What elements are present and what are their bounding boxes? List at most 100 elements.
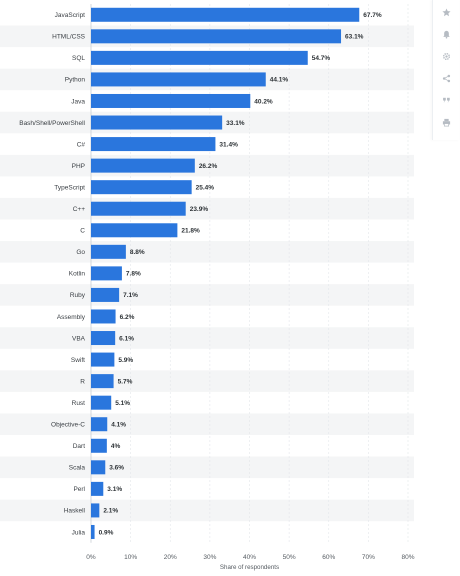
value-label: 31.4% (219, 141, 238, 148)
value-label: 3.6% (109, 465, 124, 472)
value-label: 0.9% (99, 529, 114, 536)
category-label: Haskell (64, 508, 86, 515)
category-label: Bash/Shell/PowerShell (19, 120, 85, 127)
category-label: Rust (72, 400, 86, 407)
category-label: Ruby (70, 292, 86, 299)
value-label: 67.7% (363, 12, 382, 19)
value-label: 21.8% (181, 228, 200, 235)
category-label: C# (77, 141, 86, 148)
x-axis-title: Share of respondents (220, 564, 279, 571)
category-label: Python (65, 77, 86, 84)
bar (91, 266, 122, 281)
bar (91, 331, 116, 346)
category-label: R (80, 378, 85, 385)
bar (91, 309, 116, 324)
bar (91, 180, 192, 195)
bar (91, 29, 342, 44)
category-label: Kotlin (69, 271, 86, 278)
x-tick-label: 20% (164, 554, 177, 561)
bar (91, 158, 195, 173)
share-icon[interactable] (437, 69, 455, 87)
row-band (0, 327, 414, 349)
value-label: 54.7% (312, 55, 331, 62)
category-label: Objective-C (51, 422, 85, 429)
category-label: C++ (73, 206, 85, 213)
bar (91, 72, 266, 87)
bar (91, 374, 114, 389)
category-label: HTML/CSS (52, 34, 86, 41)
bar (91, 137, 216, 152)
star-icon[interactable] (437, 3, 455, 21)
category-label: TypeScript (54, 184, 85, 191)
category-label: Dart (73, 443, 85, 450)
value-label: 33.1% (226, 120, 245, 127)
value-label: 44.1% (270, 77, 289, 84)
value-label: 5.1% (115, 400, 130, 407)
value-label: 2.1% (103, 508, 118, 515)
category-label: SQL (72, 55, 85, 62)
bar (91, 417, 108, 432)
bar (91, 352, 115, 367)
value-label: 63.1% (345, 34, 364, 41)
x-tick-label: 30% (203, 554, 216, 561)
grid-lines (90, 4, 409, 543)
bar (91, 201, 186, 216)
x-tick-label: 10% (124, 554, 137, 561)
category-label: PHP (72, 163, 85, 170)
category-label: Assembly (57, 314, 86, 321)
x-tick-label: 0% (86, 554, 96, 561)
bars (91, 7, 360, 539)
x-tick-label: 50% (283, 554, 296, 561)
value-labels: 67.7% 63.1% 54.7% 44.1% 40.2% 33.1% 31.4% 26.2%… (99, 12, 382, 536)
value-label: 7.1% (123, 292, 138, 299)
value-label: 8.8% (130, 249, 145, 256)
category-label: Julia (72, 529, 86, 536)
bar (91, 223, 178, 238)
bar (91, 438, 107, 453)
bar (91, 524, 95, 539)
bar (91, 7, 360, 22)
value-label: 5.7% (118, 378, 133, 385)
value-label: 25.4% (196, 184, 215, 191)
bar (91, 460, 106, 475)
quote-icon[interactable] (437, 91, 455, 109)
bar (91, 287, 120, 302)
row-band (0, 370, 414, 392)
value-label: 26.2% (199, 163, 218, 170)
bell-icon[interactable] (437, 25, 455, 43)
value-label: 5.9% (118, 357, 133, 364)
x-tick-label: 70% (362, 554, 375, 561)
value-label: 4.1% (111, 422, 126, 429)
value-label: 6.1% (119, 335, 134, 342)
bar (91, 244, 126, 259)
value-label: 3.1% (107, 486, 122, 493)
category-label: Scala (69, 465, 86, 472)
x-tick-label: 60% (322, 554, 335, 561)
bar (91, 50, 308, 65)
bar (91, 115, 223, 130)
bar (91, 93, 251, 108)
bar-chart: JavaScript HTML/CSS SQL Python Java Bash/Shel… (0, 4, 415, 571)
x-tick-label: 80% (401, 554, 414, 561)
category-label: VBA (72, 335, 86, 342)
settings-icon[interactable] (437, 47, 455, 65)
row-band (0, 241, 414, 263)
chart-toolbar (432, 0, 459, 140)
x-tick-label: 40% (243, 554, 256, 561)
x-tick-labels: 0% 10% 20% 30% 40% 50% 60% 70% 80% (86, 554, 414, 561)
value-label: 23.9% (190, 206, 209, 213)
bar (91, 395, 112, 410)
category-label: Swift (71, 357, 85, 364)
value-label: 7.8% (126, 271, 141, 278)
value-label: 4% (111, 443, 121, 450)
print-icon[interactable] (437, 113, 455, 131)
category-label: C (80, 228, 85, 235)
category-label: Go (76, 249, 85, 256)
bar (91, 481, 104, 496)
value-label: 40.2% (254, 98, 273, 105)
category-labels: JavaScript HTML/CSS SQL Python Java Bash/Shel… (19, 12, 86, 536)
row-band (0, 456, 414, 479)
row-band (0, 284, 414, 306)
category-label: JavaScript (55, 12, 86, 19)
value-label: 6.2% (120, 314, 135, 321)
